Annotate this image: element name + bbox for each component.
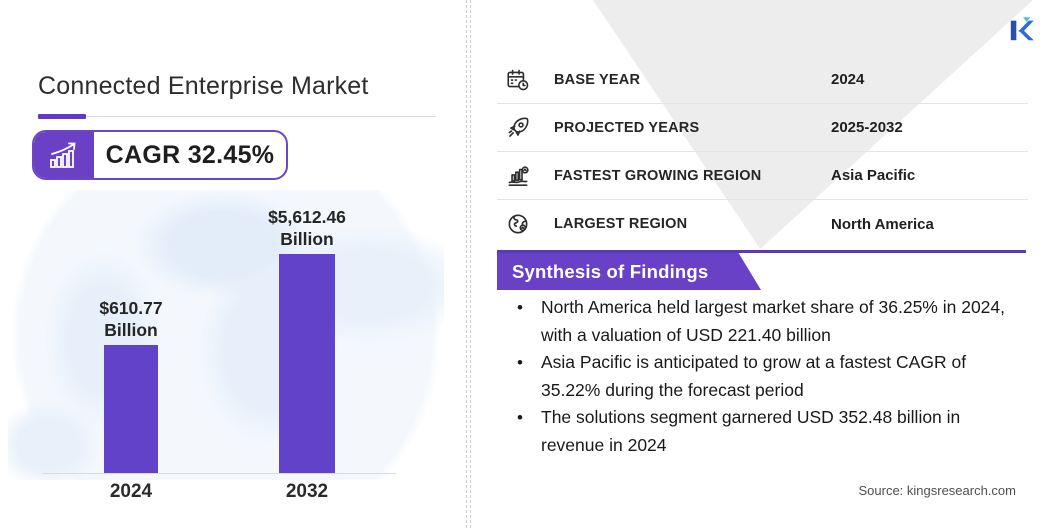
fact-label: BASE YEAR	[554, 71, 641, 88]
bar-value-label-2024: $610.77 Billion	[56, 297, 206, 341]
findings-title: Synthesis of Findings	[512, 260, 709, 282]
globe-icon	[505, 211, 531, 237]
table-row-base-year: BASE YEAR 2024	[497, 56, 1028, 104]
cagr-badge: CAGR 32.45%	[32, 130, 288, 180]
rocket-icon	[505, 115, 531, 141]
page-title: Connected Enterprise Market	[38, 72, 369, 100]
table-row-projected-years: PROJECTED YEARS 2025-2032	[497, 104, 1028, 152]
panel-divider-dashed-line	[470, 0, 471, 528]
findings-bullet-list: North America held largest market share …	[510, 294, 1018, 459]
x-tick-2024: 2024	[109, 481, 153, 502]
fact-value: 2024	[831, 71, 865, 88]
findings-banner: Synthesis of Findings	[497, 253, 761, 290]
findings-top-rule	[497, 250, 1026, 253]
fact-label: FASTEST GROWING REGION	[554, 167, 762, 184]
fact-value: North America	[831, 215, 934, 233]
fact-value: Asia Pacific	[831, 167, 916, 184]
finding-item: Asia Pacific is anticipated to grow at a…	[510, 349, 1018, 404]
key-facts-table: BASE YEAR 2024 PROJECTED YEARS 2025-2032	[497, 56, 1028, 248]
panel-divider-dashed-line	[466, 0, 467, 528]
cagr-value: CAGR 32.45%	[105, 140, 275, 169]
calendar-clock-icon	[505, 67, 531, 93]
fact-value: 2025-2032	[831, 119, 903, 136]
x-axis-line	[42, 473, 396, 474]
bar-value-2032: $5,612.46	[268, 207, 346, 227]
source-attribution: Source: kingsresearch.com	[858, 483, 1016, 498]
kings-research-logo	[1004, 13, 1038, 47]
growth-chart-icon	[34, 132, 94, 178]
bar-value-2024: $610.77	[99, 298, 163, 318]
title-underline-rule	[86, 116, 436, 117]
title-underline-accent	[38, 114, 86, 119]
bar-value-label-2032: $5,612.46 Billion	[232, 206, 382, 250]
x-tick-2032: 2032	[285, 481, 329, 502]
market-growth-icon	[505, 163, 531, 189]
bar-unit-2032: Billion	[280, 229, 334, 249]
finding-item: The solutions segment garnered USD 352.4…	[510, 404, 1018, 459]
bar-unit-2024: Billion	[104, 320, 158, 340]
world-map-background	[8, 190, 444, 480]
bar-2024	[104, 345, 158, 473]
table-row-largest-region: LARGEST REGION North America	[497, 200, 1028, 248]
fact-label: PROJECTED YEARS	[554, 119, 700, 136]
table-row-fastest-growing-region: FASTEST GROWING REGION Asia Pacific	[497, 152, 1028, 200]
finding-item: North America held largest market share …	[510, 294, 1018, 349]
bar-2032	[279, 254, 335, 473]
fact-label: LARGEST REGION	[554, 216, 688, 232]
